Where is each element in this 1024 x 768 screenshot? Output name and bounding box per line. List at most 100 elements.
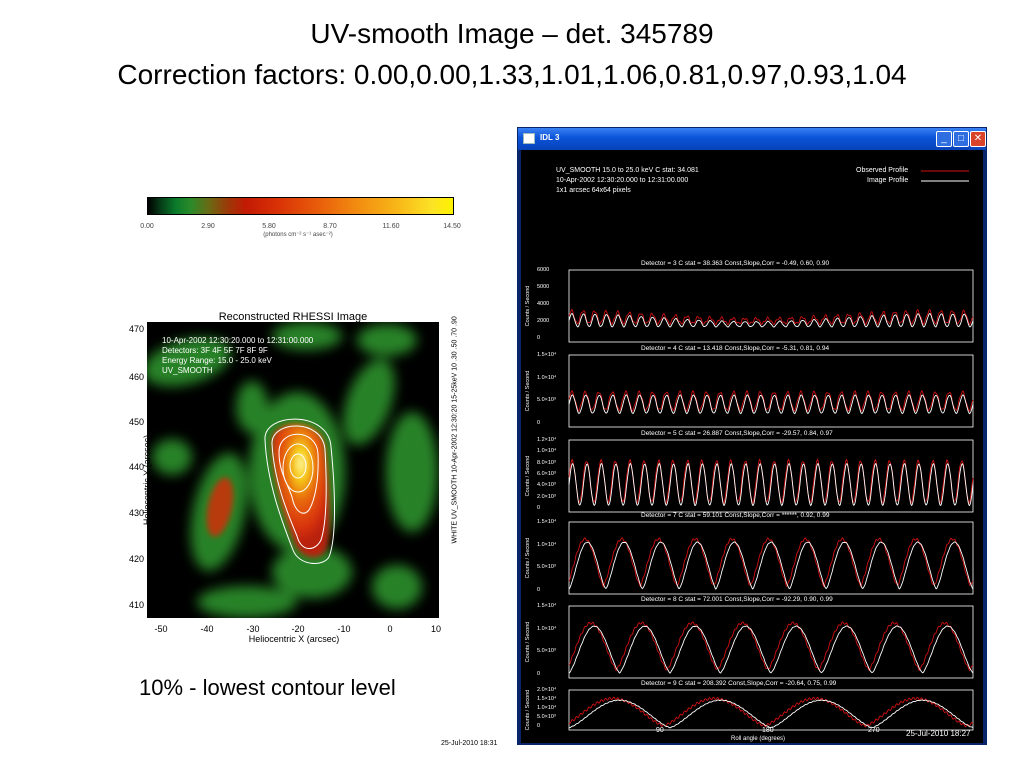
panel-header: Detector = 4 C stat = 13.418 Const,Slope… (641, 345, 830, 352)
idl-header-line: 10-Apr-2002 12:30:20.000 to 12:31:00.000 (556, 177, 689, 184)
image-profile-line (568, 312, 974, 328)
panel-y-tick: 0 (537, 505, 541, 511)
observed-profile-line (568, 389, 974, 413)
panel-y-tick: 2000 (537, 318, 550, 324)
rhessi-info-line: Energy Range: 15.0 - 25.0 keV (162, 356, 272, 365)
panel-header: Detector = 9 C stat = 208.392 Const,Slop… (641, 680, 837, 687)
rhessi-image-title: Reconstructed RHESSI Image (218, 311, 368, 323)
panel-y-tick: 0 (537, 671, 541, 677)
panel-y-tick: 6000 (537, 267, 550, 273)
close-button[interactable]: ✕ (970, 131, 986, 147)
observed-profile-line (568, 621, 974, 672)
panel-y-tick: 4.0×10³ (537, 482, 556, 489)
detector-panel (568, 439, 974, 513)
contour-caption: 10% - lowest contour level (139, 675, 396, 700)
rhessi-y-tick: 420 (128, 554, 144, 564)
panel-y-tick: 0 (537, 335, 541, 341)
idl-window: IDL 3 _ □ ✕ UV_SMOOTH 15.0 to 25.0 keV C… (517, 127, 987, 745)
window-titlebar[interactable]: IDL 3 _ □ ✕ (518, 128, 986, 150)
rhessi-x-tick: -20 (291, 624, 305, 634)
panel-header: Detector = 3 C stat = 38.363 Const,Slope… (641, 260, 830, 267)
rhessi-x-tick: -10 (337, 624, 351, 634)
detector-panel (568, 269, 974, 343)
idl-plots (568, 170, 974, 731)
image-profile-line (568, 462, 974, 507)
image-profile-line (568, 541, 974, 590)
image-profile-line (568, 394, 974, 415)
panel-y-tick: 1.0×10⁴ (537, 448, 557, 455)
rhessi-y-tick: 470 (128, 324, 144, 334)
x-axis-label: Roll angle (degrees) (731, 736, 786, 742)
panel-y-axis-label: Counts / Second (525, 455, 531, 497)
rhessi-y-tick: 460 (128, 372, 144, 382)
panel-frame (568, 605, 974, 679)
panel-y-tick: 1.5×10⁴ (537, 603, 557, 609)
panel-y-tick: 1.5×10⁴ (537, 696, 557, 702)
panel-y-axis-label: Counts / Second (525, 285, 531, 327)
detector-panel (568, 689, 974, 731)
panel-y-tick: 8.0×10³ (537, 459, 556, 466)
panel-y-tick: 2.0×10⁴ (537, 687, 557, 693)
minimize-button[interactable]: _ (936, 131, 952, 147)
x-tick-label: 90 (656, 727, 664, 734)
colorbar-tick: 2.90 (201, 223, 215, 230)
rhessi-x-tick: -30 (246, 624, 260, 634)
panel-y-tick: 5.0×10³ (537, 564, 556, 571)
observed-profile-line (568, 308, 974, 326)
panel-y-axis-label: Counts / Second (525, 621, 531, 663)
rhessi-y-tick: 440 (128, 462, 144, 472)
panel-y-tick: 2.0×10³ (537, 493, 556, 500)
rhessi-y-tick: 450 (128, 417, 144, 427)
panel-header: Detector = 5 C stat = 26.887 Const,Slope… (641, 430, 833, 437)
panel-frame (568, 354, 974, 428)
panel-y-tick: 1.0×10⁴ (537, 625, 557, 632)
colorbar-unit: (photons cm⁻² s⁻¹ asec⁻²) (263, 232, 333, 238)
panel-y-tick: 1.5×10⁴ (537, 352, 557, 358)
rhessi-side-label: WHITE UV_SMOOTH 10-Apr-2002 12:30:20 15-… (451, 316, 459, 544)
panel-y-tick: 1.2×10⁴ (537, 437, 557, 443)
slide-footer-timestamp: 25-Jul-2010 18:31 (441, 740, 498, 747)
detector-panel (568, 354, 974, 428)
rhessi-y-axis-label: Heliocentric Y (arcsec) (142, 434, 152, 526)
panel-y-tick: 1.0×10⁴ (537, 541, 557, 548)
rhessi-info-line: UV_SMOOTH (162, 366, 213, 375)
colorbar-tick: 14.50 (443, 223, 461, 230)
rhessi-x-axis-label: Heliocentric X (arcsec) (248, 634, 340, 644)
panel-frame (568, 269, 974, 343)
rhessi-x-tick: 10 (430, 624, 442, 634)
detector-panel (568, 605, 974, 679)
observed-profile-line (568, 696, 974, 728)
window-app-icon (523, 133, 535, 144)
panel-y-axis-label: Counts / Second (525, 370, 531, 412)
panel-y-tick: 5.0×10³ (537, 648, 556, 655)
panel-y-tick: 1.0×10⁴ (537, 374, 557, 381)
maximize-button[interactable]: □ (953, 131, 969, 147)
rhessi-y-tick: 430 (128, 508, 144, 518)
panel-header: Detector = 8 C stat = 72.001 Const,Slope… (641, 596, 833, 603)
rhessi-x-tick: 0 (387, 624, 393, 634)
panel-frame (568, 689, 974, 731)
colorbar-tick: 8.70 (323, 223, 337, 230)
panel-y-tick: 6.0×10³ (537, 471, 556, 477)
rhessi-y-tick: 410 (128, 600, 144, 610)
panel-y-tick: 5.0×10³ (537, 714, 556, 720)
detector-panel (568, 521, 974, 595)
legend-image-label: Image Profile (867, 177, 909, 184)
idl-header-line: 1x1 arcsec 64x64 pixels (556, 187, 631, 194)
panel-y-tick: 5000 (537, 284, 550, 290)
slide-subtitle: Correction factors: 0.00,0.00,1.33,1.01,… (117, 59, 907, 90)
x-tick-label: 270 (868, 727, 880, 734)
rhessi-x-tick: -50 (154, 624, 168, 634)
panel-y-axis-label: Counts / Second (525, 689, 531, 731)
rhessi-info-line: 10-Apr-2002 12:30:20.000 to 12:31:00.000 (162, 336, 314, 345)
panel-header: Detector = 7 C stat = 59.101 Const,Slope… (641, 512, 830, 519)
panel-y-axis-label: Counts / Second (525, 537, 531, 579)
legend-observed-label: Observed Profile (856, 167, 909, 174)
colorbar-tick: 11.60 (382, 223, 400, 230)
idl-plot-canvas: UV_SMOOTH 15.0 to 25.0 keV C stat: 34.08… (521, 150, 983, 743)
color-scale-bar (147, 197, 454, 215)
panel-frame (568, 521, 974, 595)
image-profile-line (568, 699, 974, 729)
panel-y-tick: 0 (537, 420, 541, 426)
panel-y-tick: 5.0×10³ (537, 397, 556, 404)
